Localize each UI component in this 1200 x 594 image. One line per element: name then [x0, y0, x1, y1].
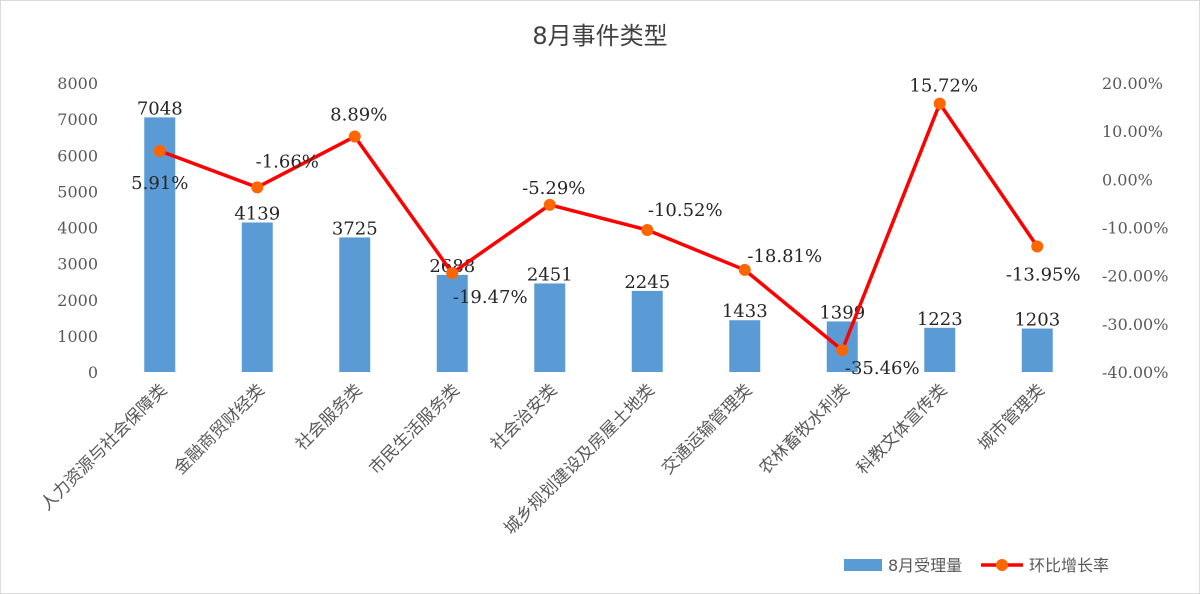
line-point: [641, 224, 654, 237]
line-data-label: -18.81%: [747, 246, 822, 267]
right-axis-tick-label: -30.00%: [1102, 315, 1168, 334]
bar: [339, 237, 371, 372]
bar: [729, 320, 761, 372]
category-label: 交通运输管理类: [658, 380, 756, 478]
line-data-label: -5.29%: [522, 178, 585, 199]
bar-data-label: 2245: [624, 272, 670, 293]
line-data-label: 5.91%: [131, 173, 188, 194]
line-point: [738, 263, 751, 276]
right-axis-tick-label: -10.00%: [1102, 219, 1168, 238]
left-axis-tick-label: 3000: [57, 255, 98, 274]
chart-title: 8月事件类型: [532, 22, 667, 50]
right-axis-tick-label: 0.00%: [1102, 170, 1153, 189]
bar-data-label: 2688: [429, 256, 475, 277]
line-data-label: -13.95%: [1006, 265, 1081, 286]
category-label: 科教文体宣传类: [853, 380, 951, 478]
bar-data-label: 3725: [332, 218, 378, 239]
line-point: [1031, 240, 1044, 253]
bar: [534, 283, 566, 372]
category-label: 城市管理类: [975, 380, 1049, 454]
legend-line-marker: [996, 559, 1008, 571]
bar: [1021, 328, 1053, 372]
line-point: [543, 198, 556, 211]
left-axis-tick-label: 1000: [57, 327, 98, 346]
line-point: [446, 267, 459, 280]
left-axis-tick-label: 7000: [57, 110, 98, 129]
line-data-label: 15.72%: [909, 76, 978, 97]
right-axis-tick-label: 10.00%: [1102, 122, 1163, 141]
right-axis-tick-label: -40.00%: [1102, 363, 1168, 382]
line-data-label: -10.52%: [648, 200, 723, 221]
bar-data-label: 4139: [234, 203, 280, 224]
bar-series: [144, 117, 1053, 373]
line-series: [153, 97, 1044, 357]
category-label: 市民生活服务类: [365, 380, 463, 478]
left-axis-tick-label: 2000: [57, 291, 98, 310]
line-data-label: -35.46%: [845, 358, 920, 379]
line-data-label: -19.47%: [453, 287, 528, 308]
bar: [241, 222, 273, 372]
bar-data-label: 7048: [137, 98, 183, 119]
bar: [631, 290, 663, 372]
left-axis-tick-label: 6000: [57, 146, 98, 165]
left-axis-tick-label: 4000: [57, 219, 98, 238]
category-label: 金融商贸财经类: [170, 380, 268, 478]
left-axis-tick-label: 0: [88, 363, 98, 382]
legend: 8月受理量 环比增长率: [844, 556, 1109, 575]
right-axis-tick-label: -20.00%: [1102, 267, 1168, 286]
bar: [144, 117, 176, 373]
bar: [924, 327, 956, 372]
legend-bar-label: 8月受理量: [888, 556, 962, 575]
legend-line-label: 环比增长率: [1029, 556, 1109, 575]
line-data-label: 8.89%: [330, 105, 387, 126]
left-axis-tick-label: 5000: [57, 182, 98, 201]
line-point: [348, 130, 361, 143]
bar-data-label: 1223: [917, 309, 963, 330]
bar: [436, 274, 468, 372]
category-label: 社会服务类: [292, 380, 366, 454]
bar-data-label: 1433: [722, 301, 768, 322]
category-label: 农林畜牧水利类: [755, 380, 853, 478]
bar-data-label: 2451: [527, 264, 573, 285]
category-axis: 人力资源与社会保障类 金融商贸财经类 社会服务类 市民生活服务类 社会治安类城乡规划建设…: [37, 380, 1049, 538]
left-axis-tick-label: 8000: [57, 74, 98, 93]
left-axis: 0 1000 2000 3000 4000 5000 6000 7000 8000: [57, 74, 98, 382]
right-axis: -40.00% -30.00% -20.00% -10.00% 0.00% 10.00% 2…: [1102, 74, 1168, 382]
right-axis-tick-label: 20.00%: [1102, 74, 1163, 93]
bar-data-label: 1203: [1014, 310, 1060, 331]
category-label: 人力资源与社会保障类: [37, 380, 171, 514]
growth-rate-line: [159, 101, 1039, 352]
line-point: [933, 97, 946, 110]
line-data-label: -1.66%: [256, 151, 319, 172]
line-point: [836, 344, 849, 357]
line-point: [251, 181, 264, 194]
line-data-labels: 5.91% -1.66% 8.89% -19.47% -5.29% -10.52% -18.…: [131, 76, 1080, 380]
line-point: [153, 144, 166, 157]
legend-bar-swatch: [844, 559, 882, 571]
category-label: 社会治安类: [487, 380, 561, 454]
